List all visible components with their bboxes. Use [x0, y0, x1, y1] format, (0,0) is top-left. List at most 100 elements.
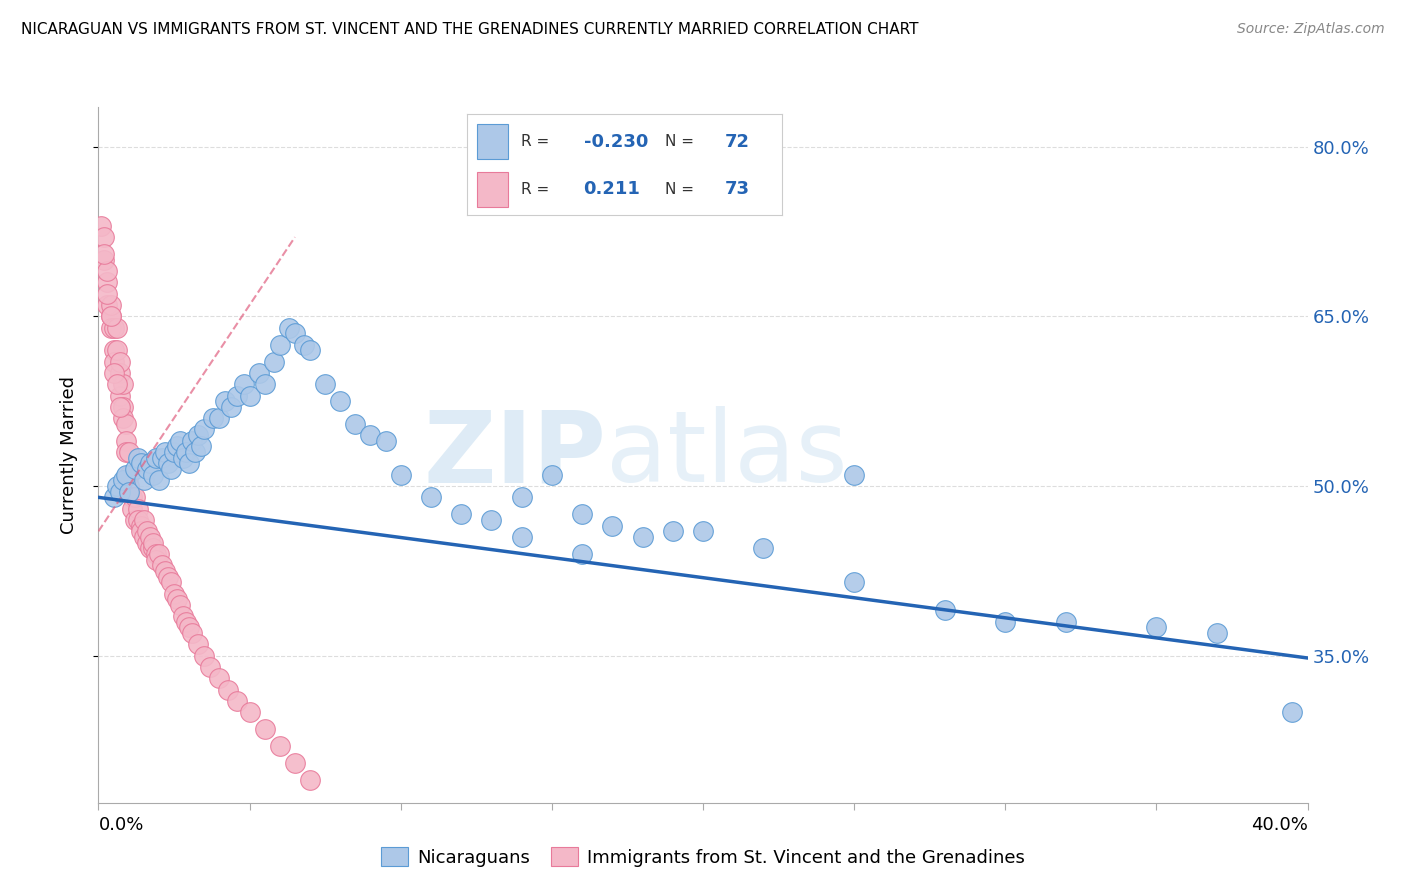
Point — [124, 513, 146, 527]
Point — [100, 310, 122, 324]
Point — [179, 620, 201, 634]
Point — [994, 615, 1017, 629]
Point — [420, 491, 443, 505]
Y-axis label: Currently Married: Currently Married — [59, 376, 77, 534]
Point — [540, 467, 562, 482]
Point — [150, 558, 173, 573]
Point — [105, 343, 128, 358]
Point — [127, 501, 149, 516]
Point — [103, 354, 125, 368]
Point — [510, 530, 533, 544]
Point — [934, 603, 956, 617]
Point — [148, 474, 170, 488]
Point — [253, 377, 276, 392]
Text: Source: ZipAtlas.com: Source: ZipAtlas.com — [1237, 22, 1385, 37]
Point — [269, 337, 291, 351]
Point — [156, 569, 179, 583]
Point — [96, 286, 118, 301]
Point — [142, 467, 165, 482]
Point — [299, 773, 322, 788]
Text: atlas: atlas — [606, 407, 848, 503]
Point — [1054, 615, 1077, 629]
Point — [105, 479, 128, 493]
Point — [153, 445, 176, 459]
Point — [269, 739, 291, 754]
Point — [172, 609, 194, 624]
Point — [239, 706, 262, 720]
Point — [389, 467, 412, 482]
Point — [160, 575, 183, 590]
Point — [114, 417, 136, 431]
Point — [247, 366, 270, 380]
Point — [100, 310, 122, 324]
Point — [208, 411, 231, 425]
Point — [169, 598, 191, 612]
Point — [139, 530, 162, 544]
Point — [90, 219, 112, 233]
Point — [166, 439, 188, 453]
Point — [481, 513, 503, 527]
Text: NICARAGUAN VS IMMIGRANTS FROM ST. VINCENT AND THE GRENADINES CURRENTLY MARRIED C: NICARAGUAN VS IMMIGRANTS FROM ST. VINCEN… — [21, 22, 918, 37]
Point — [181, 626, 204, 640]
Point — [163, 445, 186, 459]
Point — [145, 450, 167, 465]
Point — [139, 541, 162, 556]
Point — [179, 457, 201, 471]
Point — [153, 564, 176, 578]
Point — [193, 648, 215, 663]
Point — [187, 428, 209, 442]
Point — [360, 428, 382, 442]
Point — [103, 366, 125, 380]
Point — [103, 491, 125, 505]
Point — [263, 354, 285, 368]
Point — [156, 457, 179, 471]
Point — [329, 394, 352, 409]
Point — [108, 400, 131, 414]
Point — [93, 230, 115, 244]
Point — [132, 530, 155, 544]
Point — [284, 756, 307, 771]
Point — [114, 467, 136, 482]
Point — [111, 411, 134, 425]
Point — [111, 474, 134, 488]
Point — [752, 541, 775, 556]
Point — [239, 388, 262, 402]
Point — [121, 491, 143, 505]
Point — [844, 575, 866, 590]
Point — [166, 592, 188, 607]
Point — [118, 467, 141, 482]
Point — [190, 439, 212, 453]
Point — [127, 450, 149, 465]
Point — [292, 337, 315, 351]
Point — [1281, 706, 1303, 720]
Point — [129, 457, 152, 471]
Point — [139, 457, 162, 471]
Point — [277, 320, 299, 334]
Point — [226, 694, 249, 708]
Point — [96, 264, 118, 278]
Point — [148, 547, 170, 561]
Point — [172, 450, 194, 465]
Point — [103, 343, 125, 358]
Point — [129, 524, 152, 539]
Legend: Nicaraguans, Immigrants from St. Vincent and the Grenadines: Nicaraguans, Immigrants from St. Vincent… — [374, 840, 1032, 874]
Point — [93, 247, 115, 261]
Text: 0.0%: 0.0% — [98, 816, 143, 834]
Point — [108, 354, 131, 368]
Point — [571, 547, 593, 561]
Point — [184, 445, 207, 459]
Point — [221, 400, 243, 414]
Text: ZIP: ZIP — [423, 407, 606, 503]
Point — [299, 343, 322, 358]
Point — [129, 518, 152, 533]
Point — [374, 434, 396, 448]
Point — [105, 320, 128, 334]
Point — [571, 508, 593, 522]
Point — [208, 671, 231, 685]
Point — [253, 723, 276, 737]
Point — [844, 467, 866, 482]
Point — [1144, 620, 1167, 634]
Point — [631, 530, 654, 544]
Point — [145, 547, 167, 561]
Point — [100, 320, 122, 334]
